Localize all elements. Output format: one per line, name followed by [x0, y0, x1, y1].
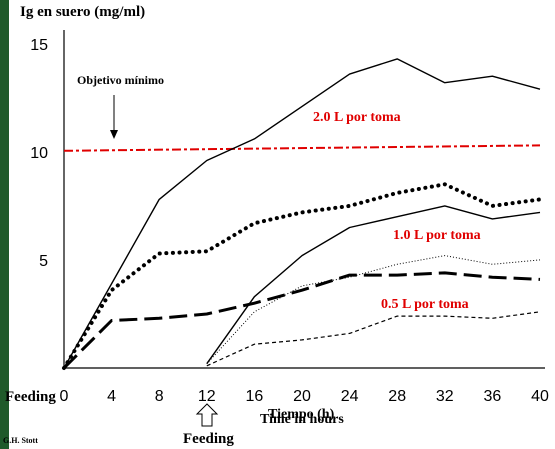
y-tick-labels: 5 10 15	[30, 37, 48, 270]
series-line-2	[206, 205, 541, 365]
series-layer	[62, 58, 542, 370]
annotation-1-0-l: 1.0 L por toma	[393, 228, 481, 243]
y-tick-label: 15	[30, 37, 48, 54]
y-tick-label: 10	[30, 145, 48, 162]
series-line-1	[63, 58, 541, 369]
x-tick-label: 20	[293, 388, 311, 405]
annotation-0-5-l: 0.5 L por toma	[381, 297, 469, 312]
annotation-2-0-l: 2.0 L por toma	[313, 110, 401, 125]
feeding-marker-label: Feeding	[183, 431, 234, 447]
series-line-5	[62, 271, 541, 370]
up-outline-arrow-icon	[195, 403, 219, 427]
side-accent-bar	[0, 0, 9, 449]
y-axis-title: Ig en suero (mg/ml)	[20, 4, 145, 20]
series-line-3	[62, 182, 542, 370]
x-tick-label: 0	[60, 388, 69, 405]
x-tick-label: 12	[198, 388, 216, 405]
x-tick-label: 36	[484, 388, 502, 405]
x-tick-labels: 0 4 8 12 16 20 24 28 32 36 40	[60, 388, 549, 405]
annotation-objetivo-minimo: Objetivo mínimo	[77, 73, 164, 87]
x-axis-title-es: Tiempo (h)	[268, 407, 335, 422]
x-tick-label: 24	[341, 388, 359, 405]
minimum-objective-line	[63, 144, 541, 152]
author-credit: G.H. Stott	[3, 436, 38, 445]
x-tick-label: 8	[155, 388, 164, 405]
x-tick-label: 40	[531, 388, 549, 405]
x-axis-title-en: Time in hours	[260, 412, 344, 427]
x-tick-label: 28	[388, 388, 406, 405]
series-line-4	[206, 255, 541, 365]
series-line-6	[206, 311, 541, 367]
y-tick-label: 5	[39, 253, 48, 270]
feeding-row-label: Feeding	[5, 389, 56, 405]
x-tick-label: 16	[246, 388, 264, 405]
x-tick-label: 4	[107, 388, 116, 405]
down-arrow-icon	[110, 95, 118, 139]
x-tick-label: 32	[436, 388, 454, 405]
